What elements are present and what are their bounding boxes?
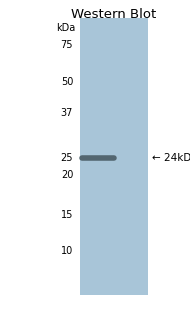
Text: 20: 20 (61, 170, 73, 180)
Text: 50: 50 (61, 77, 73, 87)
Text: ← 24kDa: ← 24kDa (152, 153, 190, 163)
Text: Western Blot: Western Blot (71, 8, 157, 21)
Text: 75: 75 (61, 40, 73, 50)
Text: 10: 10 (61, 246, 73, 256)
Text: 37: 37 (61, 108, 73, 118)
Bar (80, 18, 148, 295)
Text: 25: 25 (61, 153, 73, 163)
Text: kDa: kDa (56, 23, 75, 33)
Text: 15: 15 (61, 210, 73, 220)
